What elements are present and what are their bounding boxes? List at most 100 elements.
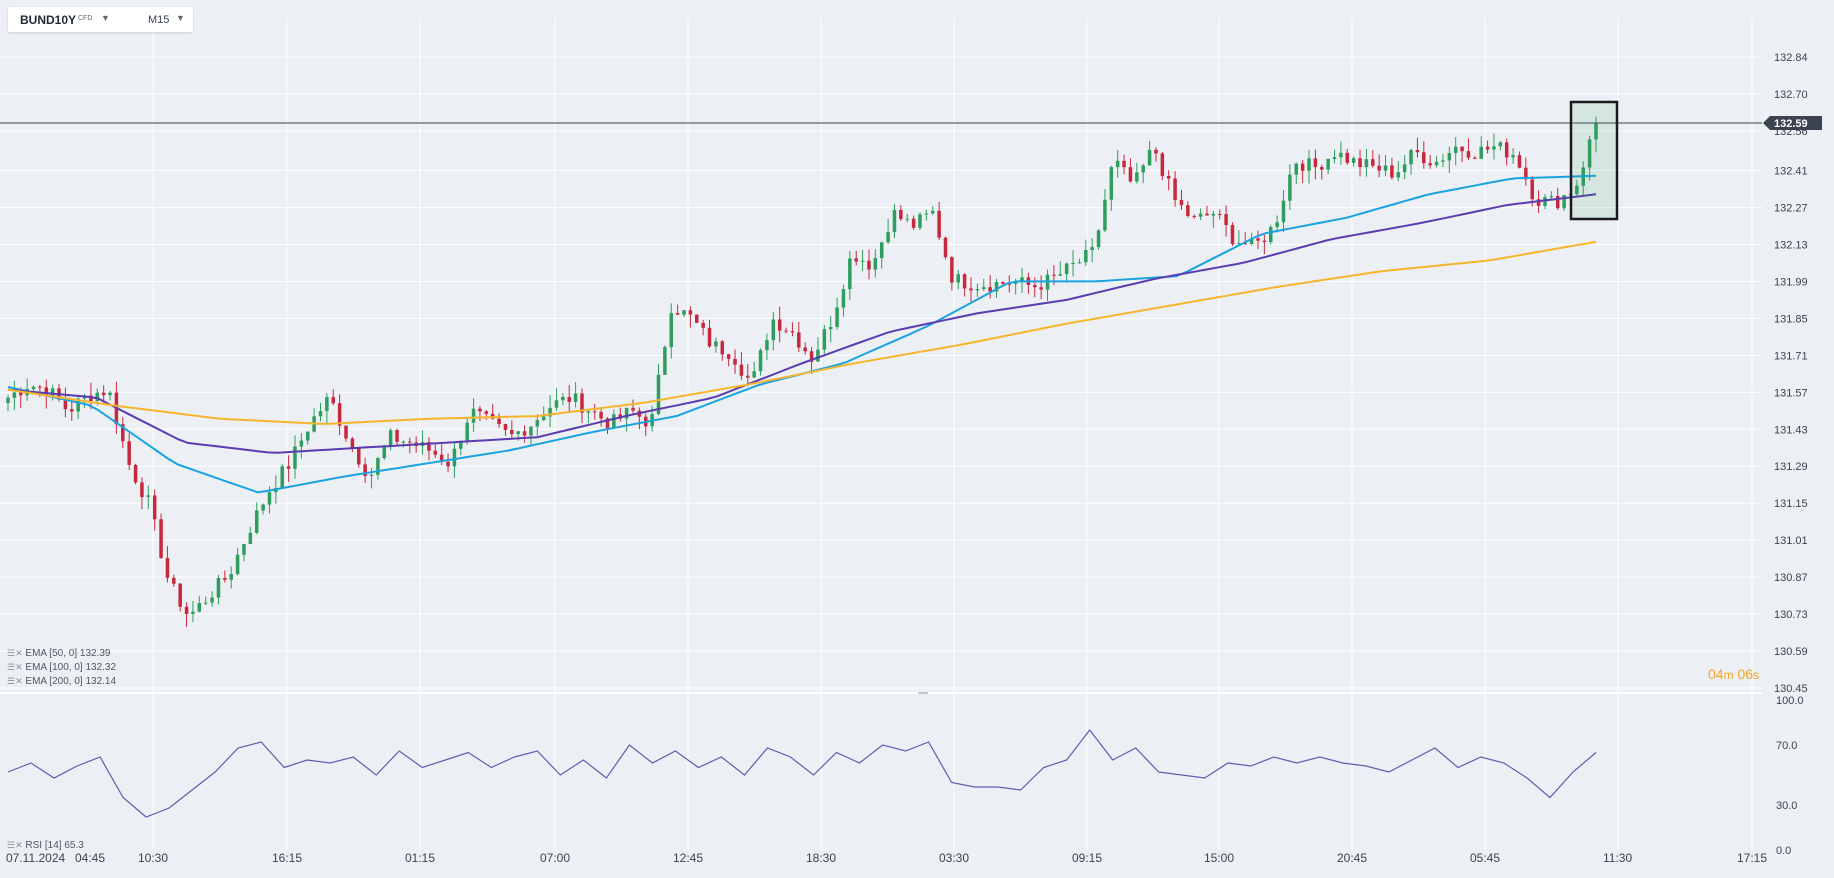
- candle-body: [911, 218, 916, 228]
- candle-body: [1428, 163, 1432, 166]
- candle-body: [605, 418, 610, 429]
- candle-body: [1039, 287, 1043, 290]
- candle-body: [624, 407, 629, 419]
- candle-body: [599, 411, 603, 419]
- candle-body: [809, 351, 814, 362]
- candle-body: [1288, 174, 1292, 201]
- candle-body: [828, 326, 833, 330]
- candle-body: [1479, 146, 1483, 159]
- candle-body: [739, 364, 744, 376]
- candle-body: [924, 213, 929, 215]
- instrument-toolbar[interactable]: BUND10Y CFD ▼ M15 ▼: [8, 7, 193, 32]
- candle-body: [159, 519, 163, 558]
- candle-body: [1396, 172, 1401, 178]
- rsi-tick-label: 30.0: [1776, 800, 1797, 812]
- instrument-type-label: CFD: [78, 15, 93, 22]
- time-tick-label: 07.11.2024: [6, 851, 65, 865]
- candle-body: [121, 424, 125, 442]
- candle-body: [229, 574, 233, 580]
- candle-body: [682, 310, 686, 315]
- candle-body: [459, 441, 463, 449]
- candle-body: [758, 350, 763, 372]
- candle-body: [369, 474, 374, 476]
- timeframe-label[interactable]: M15: [148, 14, 170, 26]
- candle-body: [376, 458, 380, 475]
- candle-body: [561, 396, 565, 401]
- candle-body: [803, 347, 807, 352]
- price-tick-label: 131.15: [1774, 498, 1808, 510]
- candle-body: [1096, 230, 1101, 248]
- settings-icon[interactable]: ☰: [7, 840, 16, 850]
- price-tick-label: 132.41: [1774, 166, 1808, 178]
- candle-body: [548, 407, 552, 417]
- candle-body: [1543, 197, 1547, 206]
- candle-body: [427, 442, 431, 451]
- candle-body: [1530, 179, 1534, 200]
- legend-rsi[interactable]: ☰✕ RSI [14] 65.3: [7, 840, 84, 851]
- candle-body: [1058, 274, 1063, 276]
- settings-icon[interactable]: ☰: [7, 676, 16, 686]
- candle-body: [344, 425, 348, 439]
- candle-body: [242, 543, 246, 555]
- settings-icon[interactable]: ☰: [7, 648, 16, 658]
- candle-body: [1492, 146, 1496, 150]
- candle-body: [816, 349, 820, 362]
- candle-body: [1504, 142, 1509, 158]
- candle-body: [1256, 238, 1260, 241]
- candle-body: [943, 237, 948, 258]
- legend-ema-50[interactable]: ☰✕ EMA [50, 0] 132.39: [7, 648, 110, 659]
- close-icon[interactable]: ✕: [15, 648, 23, 658]
- candle-body: [484, 411, 489, 414]
- candle-body: [433, 450, 438, 455]
- price-tick-label: 131.71: [1774, 350, 1808, 362]
- close-icon[interactable]: ✕: [15, 840, 23, 850]
- rsi-line: [7, 729, 1597, 818]
- close-icon[interactable]: ✕: [15, 676, 23, 686]
- candle-body: [210, 597, 214, 603]
- countdown-seconds: 06: [1737, 666, 1754, 682]
- candle-body: [510, 429, 514, 435]
- candle-body: [899, 210, 903, 220]
- candle-body: [771, 319, 776, 341]
- candle-body: [841, 289, 846, 308]
- settings-icon[interactable]: ☰: [7, 662, 16, 672]
- candle-body: [1498, 142, 1503, 147]
- candle-body: [1517, 155, 1522, 168]
- candle-body: [580, 393, 584, 413]
- price-tick-label: 132.13: [1774, 239, 1808, 251]
- candle-body: [848, 258, 852, 290]
- candle-body: [1275, 222, 1279, 227]
- symbol-label[interactable]: BUND10Y: [20, 13, 77, 27]
- candle-body: [299, 440, 304, 447]
- candle-body: [777, 319, 782, 331]
- candle-body: [950, 257, 954, 283]
- legend-ema-50-name: EMA [50, 0]: [25, 648, 78, 659]
- countdown-minutes: 04: [1708, 666, 1724, 682]
- candle-body: [1371, 159, 1375, 166]
- candle-body: [695, 314, 699, 323]
- close-icon[interactable]: ✕: [15, 662, 23, 672]
- candle-body: [631, 407, 635, 411]
- candle-body: [465, 422, 469, 442]
- candle-body: [1549, 196, 1554, 198]
- candle-body: [930, 210, 935, 214]
- candle-body: [1447, 153, 1452, 161]
- candle-body: [1001, 281, 1005, 284]
- legend-ema-100[interactable]: ☰✕ EMA [100, 0] 132.32: [7, 662, 116, 673]
- candle-body: [784, 330, 788, 332]
- candle-body: [127, 441, 131, 465]
- candle-body: [790, 331, 795, 333]
- candle-body: [937, 210, 941, 238]
- legend-ema-200[interactable]: ☰✕ EMA [200, 0] 132.14: [7, 676, 116, 687]
- candle-body: [1562, 195, 1566, 209]
- timeframe-dropdown-icon[interactable]: ▼: [176, 13, 185, 23]
- symbol-dropdown-icon[interactable]: ▼: [101, 13, 110, 23]
- candle-body: [975, 289, 980, 291]
- candle-body: [1326, 158, 1330, 170]
- candle-body: [1205, 213, 1209, 216]
- candle-body: [746, 375, 750, 378]
- candle-body: [586, 411, 591, 413]
- price-tick-label: 130.87: [1774, 572, 1808, 584]
- candle-body: [1262, 240, 1267, 242]
